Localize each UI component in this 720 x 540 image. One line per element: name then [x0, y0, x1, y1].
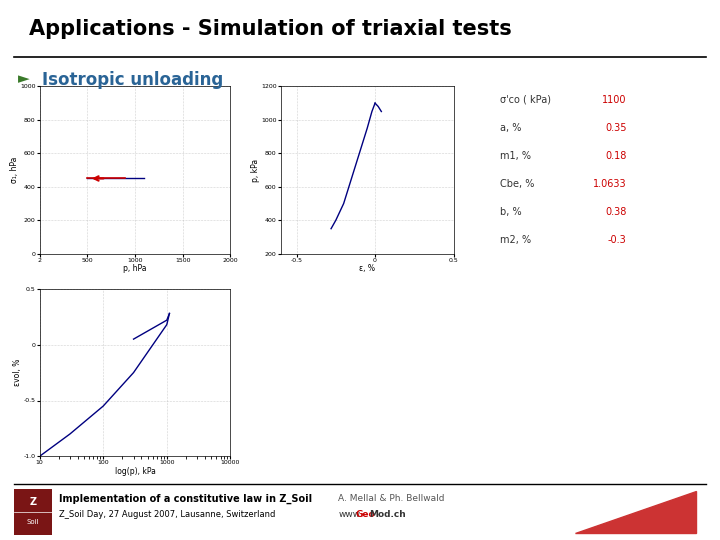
Text: m2, %: m2, % — [500, 235, 531, 245]
Text: Geo: Geo — [356, 510, 375, 519]
Text: 0.35: 0.35 — [605, 123, 626, 133]
Y-axis label: σ₁, hPa: σ₁, hPa — [9, 157, 19, 183]
X-axis label: log(p), kPa: log(p), kPa — [114, 467, 156, 476]
Text: Isotropic unloading: Isotropic unloading — [42, 71, 223, 89]
Text: Applications - Simulation of triaxial tests: Applications - Simulation of triaxial te… — [29, 19, 511, 39]
Text: Z: Z — [30, 497, 37, 507]
Text: www.: www. — [338, 510, 363, 519]
Text: 0.18: 0.18 — [605, 151, 626, 161]
Text: 1100: 1100 — [602, 95, 626, 105]
Text: Soil: Soil — [27, 519, 40, 525]
Y-axis label: εvol, %: εvol, % — [13, 359, 22, 386]
Text: m1, %: m1, % — [500, 151, 531, 161]
Text: Implementation of a constitutive law in Z_Soil: Implementation of a constitutive law in … — [59, 493, 312, 504]
X-axis label: p, hPa: p, hPa — [123, 265, 147, 273]
Text: Z_Soil Day, 27 August 2007, Lausanne, Switzerland: Z_Soil Day, 27 August 2007, Lausanne, Sw… — [59, 510, 276, 519]
Text: Cbe, %: Cbe, % — [500, 179, 535, 189]
Text: -0.3: -0.3 — [608, 235, 626, 245]
Text: A. Mellal & Ph. Bellwald: A. Mellal & Ph. Bellwald — [338, 494, 445, 503]
Text: 0.38: 0.38 — [605, 207, 626, 217]
Text: ►: ► — [18, 71, 30, 86]
X-axis label: ε, %: ε, % — [359, 265, 375, 273]
Polygon shape — [575, 491, 696, 532]
Text: 1.0633: 1.0633 — [593, 179, 626, 189]
Text: Mod.ch: Mod.ch — [369, 510, 406, 519]
Text: b, %: b, % — [500, 207, 522, 217]
Text: σ'co ( kPa): σ'co ( kPa) — [500, 95, 552, 105]
Text: a, %: a, % — [500, 123, 522, 133]
Y-axis label: p, kPa: p, kPa — [251, 159, 260, 181]
